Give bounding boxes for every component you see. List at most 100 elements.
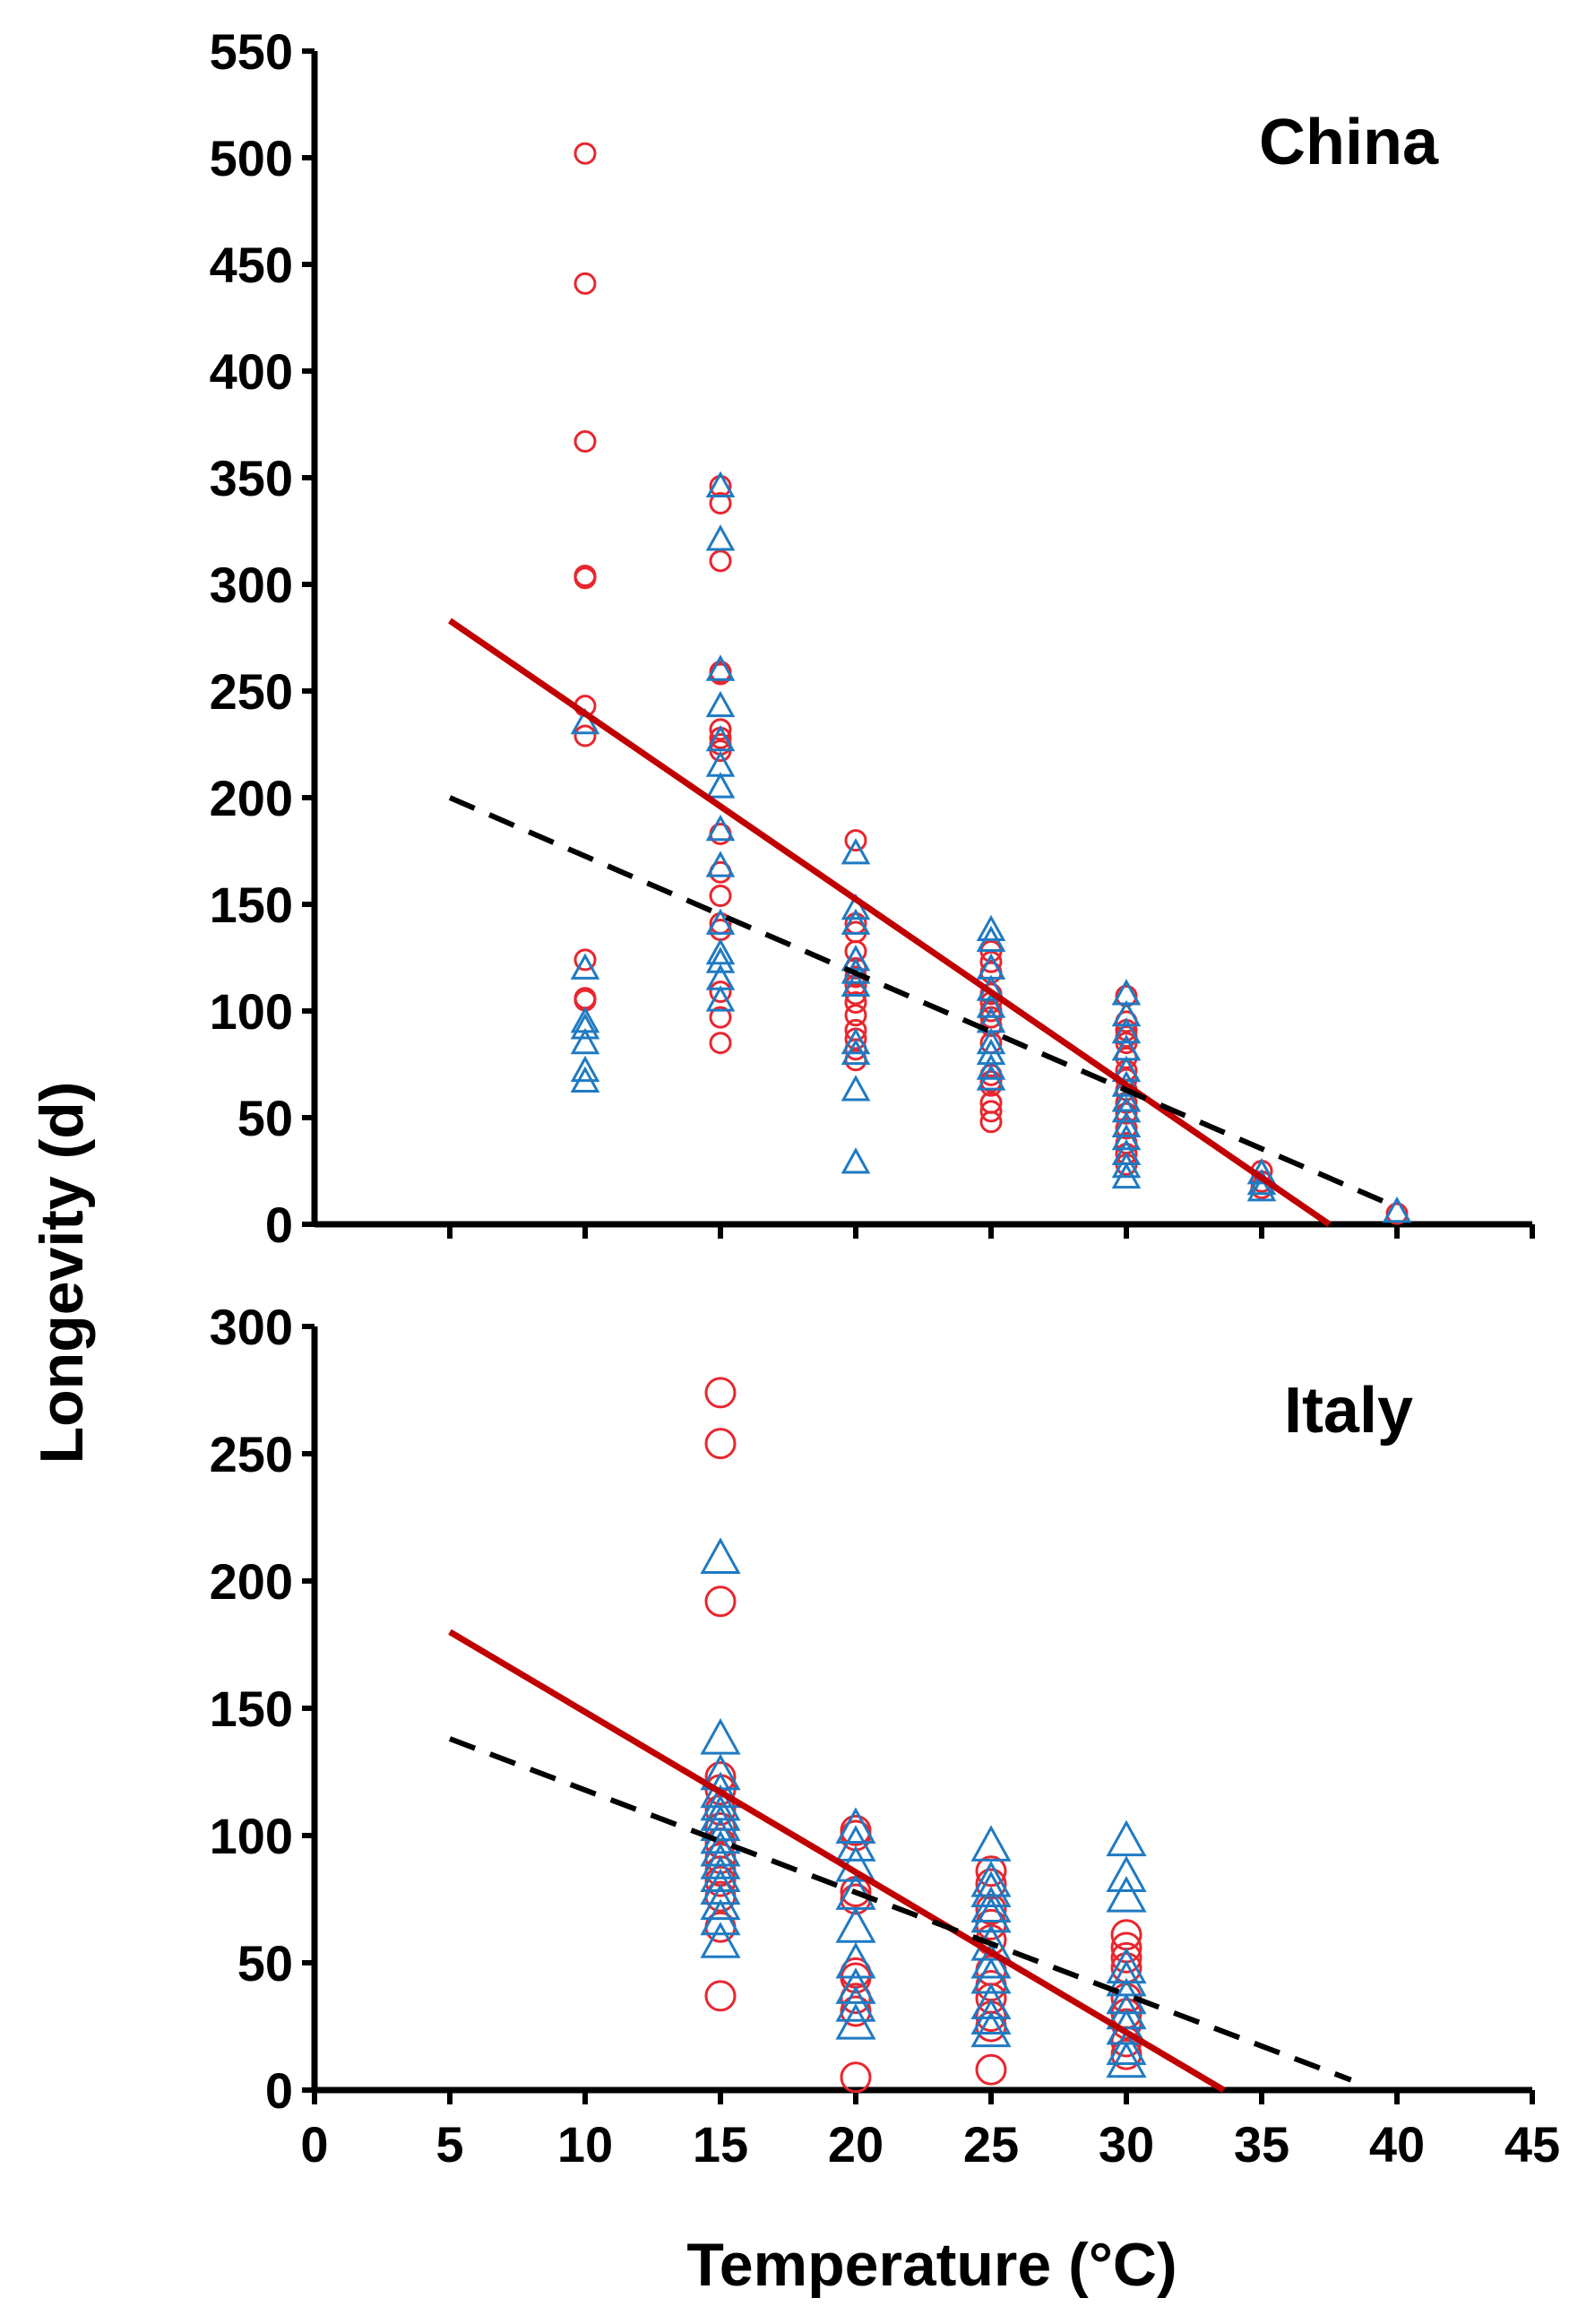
data-point-circle	[1110, 1941, 1142, 1974]
data-point-circle	[1115, 984, 1138, 1007]
data-point-triangle	[976, 914, 1006, 942]
x-tick-label: 15	[693, 2116, 748, 2173]
data-point-triangle	[841, 838, 871, 865]
panel-italy: 0 50 100 150 200 250 300 0 5 10 15 20 25 30 35 40 45 Ital…	[210, 1299, 1561, 2173]
data-point-circle	[709, 492, 732, 515]
data-point-circle	[1110, 1919, 1142, 1951]
y-axis-title: Longevity (d)	[28, 1082, 96, 1464]
y-tick-label: 200	[210, 770, 293, 826]
data-point-circle	[709, 718, 732, 741]
data-point-triangle	[1111, 1123, 1142, 1151]
data-point-triangle	[1111, 999, 1142, 1027]
data-point-triangle	[700, 1717, 741, 1755]
data-point-triangle	[705, 908, 736, 935]
data-point-triangle	[570, 1027, 600, 1055]
data-point-triangle	[1382, 1196, 1412, 1223]
data-point-triangle	[970, 1870, 1012, 1907]
trend-line-dashed	[448, 795, 1399, 1210]
data-point-triangle	[835, 1906, 876, 1943]
data-point-triangle	[1111, 1162, 1142, 1189]
data-point-triangle	[1106, 1819, 1147, 1857]
data-point-triangle	[700, 1794, 741, 1831]
trend-line-solid	[448, 618, 1332, 1227]
data-point-circle	[709, 549, 732, 573]
x-tick-label: 30	[1099, 2116, 1154, 2173]
data-point-circle	[844, 1004, 867, 1027]
data-point-triangle	[705, 937, 736, 965]
x-tick-label: 45	[1504, 2116, 1560, 2173]
y-tick-label: 250	[210, 1426, 293, 1482]
data-point-triangle	[700, 1537, 741, 1574]
data-point-circle	[979, 1110, 1003, 1134]
data-point-triangle	[1106, 1855, 1147, 1892]
data-point-triangle	[705, 946, 736, 973]
data-point-triangle	[705, 471, 736, 498]
data-point-circle	[1385, 1202, 1409, 1225]
data-point-circle	[573, 724, 597, 747]
y-tick-label: 450	[210, 237, 293, 293]
data-point-triangle	[1106, 1992, 1147, 2030]
data-point-triangle	[705, 851, 736, 877]
data-point-triangle	[705, 985, 736, 1012]
data-point-triangle	[570, 1013, 600, 1040]
data-point-triangle	[841, 1038, 871, 1066]
data-point-circle	[709, 1032, 732, 1055]
data-point-triangle	[570, 707, 600, 735]
data-point-triangle	[1111, 1151, 1142, 1179]
data-point-triangle	[970, 1983, 1012, 2019]
data-point-triangle	[970, 1886, 1012, 1923]
data-point-triangle	[970, 1896, 1012, 1933]
y-tick-label: 0	[265, 2062, 293, 2119]
data-point-triangle	[835, 1941, 876, 1979]
data-point-triangle	[1111, 1016, 1142, 1044]
data-point-circle	[844, 829, 867, 852]
data-point-triangle	[976, 991, 1006, 1018]
data-point-triangle	[705, 524, 736, 551]
x-tick-label: 0	[300, 2116, 328, 2173]
data-point-circle	[573, 948, 597, 972]
y-tick-label: 300	[210, 557, 293, 613]
y-tick-label: 100	[210, 983, 293, 1040]
data-point-triangle	[1246, 1175, 1277, 1202]
y-tick-label: 150	[210, 877, 293, 933]
data-point-circle	[979, 1100, 1003, 1123]
y-tick-label: 0	[265, 1197, 293, 1253]
data-point-triangle	[700, 1829, 741, 1867]
data-point-circle	[840, 2061, 872, 2094]
panel-china: 0 50 100 150 200 250 300 350 400 450 500 550 China	[210, 23, 1535, 1253]
data-point-triangle	[976, 1038, 1006, 1066]
data-point-triangle	[970, 1861, 1012, 1897]
y-tick-label: 350	[210, 450, 293, 506]
data-point-triangle	[705, 654, 736, 681]
data-point-triangle	[976, 1053, 1006, 1080]
data-point-triangle	[970, 1998, 1012, 2035]
y-tick-label: 50	[237, 1935, 293, 1991]
y-tick-label: 300	[210, 1299, 293, 1355]
panel-title: Italy	[1284, 1375, 1413, 1447]
y-tick-label: 550	[210, 23, 293, 80]
data-point-triangle	[1106, 2028, 1147, 2066]
data-point-circle	[709, 884, 732, 907]
data-point-triangle	[976, 1064, 1006, 1091]
data-point-triangle	[1111, 1085, 1142, 1112]
x-tick-label: 40	[1369, 2116, 1425, 2173]
data-point-triangle	[835, 1825, 876, 1862]
data-point-circle	[975, 1855, 1007, 1888]
data-point-triangle	[1106, 1876, 1147, 1913]
data-point-triangle	[1106, 2041, 1147, 2078]
y-tick-label: 150	[210, 1680, 293, 1737]
data-point-triangle	[705, 724, 736, 752]
trend-line-dashed	[448, 1736, 1352, 2083]
data-point-circle	[704, 1811, 737, 1844]
data-point-triangle	[976, 925, 1006, 952]
data-point-triangle	[700, 1922, 741, 1958]
trend-line-solid	[448, 1629, 1226, 2094]
data-point-triangle	[841, 1147, 871, 1174]
y-tick-label: 50	[237, 1090, 293, 1146]
data-point-triangle	[841, 1075, 871, 1102]
data-point-triangle	[700, 1898, 741, 1936]
data-point-triangle	[835, 2003, 876, 2040]
data-point-triangle	[835, 1985, 876, 2022]
data-point-circle	[1115, 1117, 1138, 1140]
